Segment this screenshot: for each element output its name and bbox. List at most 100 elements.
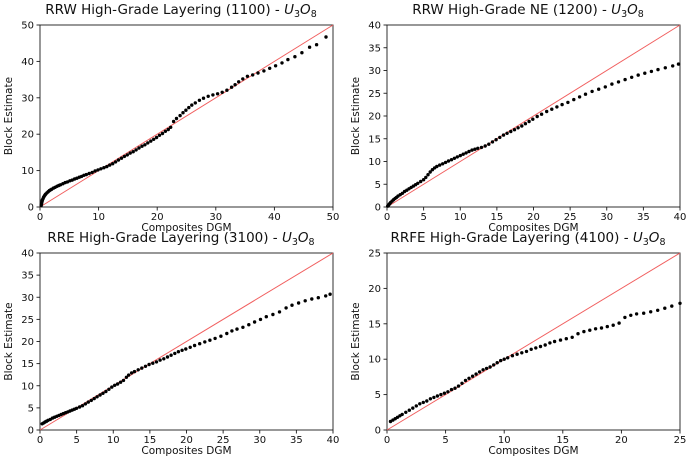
scatter-point (439, 392, 443, 397)
scatter-point (314, 43, 319, 47)
scatter-point (187, 105, 191, 110)
x-tick-label: 10 (107, 435, 120, 446)
x-tick-label: 5 (442, 435, 448, 446)
scatter-point (671, 64, 675, 68)
scatter-point (642, 311, 646, 315)
scatter-point (634, 312, 639, 316)
scatter-point (87, 171, 91, 176)
plot-title-formula-char: 3 (294, 9, 301, 20)
scatter-point (271, 312, 275, 317)
scatter-point (419, 179, 423, 184)
scatter-point (552, 339, 557, 344)
scatter-point (597, 87, 601, 91)
scatter-point (197, 98, 202, 103)
scatter-point (443, 160, 448, 165)
scatter-point (636, 73, 640, 77)
scatter-point (538, 344, 543, 349)
scatter-point (502, 357, 506, 361)
scatter-point (460, 381, 464, 385)
scatter-point (235, 327, 239, 331)
scatter-point (198, 342, 202, 346)
scatter-point (656, 308, 660, 312)
x-tick-label: 30 (600, 212, 613, 223)
scatter-point (247, 323, 251, 327)
scatter-point (273, 64, 278, 68)
plot-title-text: RRFE High-Grade Layering (4100) - (390, 230, 633, 246)
plot-title: RRW High-Grade Layering (1100) - U3O8 (26, 2, 336, 23)
scatter-point (498, 135, 502, 140)
scatter-point (649, 69, 654, 74)
plot-title-formula-char: 8 (659, 237, 666, 248)
scatter-point (193, 101, 197, 105)
scatter-point (101, 391, 105, 395)
scatter-point (435, 164, 439, 169)
plot-title-formula-char: O (300, 2, 311, 18)
scatter-points (40, 292, 332, 426)
plot-title-formula-char: 8 (637, 9, 644, 20)
scatter-point (241, 325, 245, 329)
scatter-point (146, 141, 150, 145)
scatter-point (535, 114, 539, 119)
scatter-point (523, 122, 528, 126)
scatter-point (428, 170, 432, 174)
scatter-point (424, 175, 428, 180)
scatter-point (534, 346, 538, 350)
scatter-point (442, 391, 447, 395)
plot-title-formula-char: U (611, 2, 622, 18)
y-tick-label: 10 (21, 166, 34, 177)
scatter-point (107, 387, 111, 391)
scatter-point (501, 133, 506, 137)
plot-title-formula-char: O (297, 230, 309, 246)
scatter-point (173, 351, 177, 356)
scatter-point (577, 95, 582, 99)
plot-title-formula-char: U (632, 230, 643, 246)
scatter-point (453, 386, 457, 390)
plot-title-formula-char: 3 (642, 237, 649, 248)
scatter-point (404, 410, 408, 414)
scatter-point (477, 370, 482, 374)
plot-canvas: 0 5 10 15 20 25 30 35 40 0 5 10 15 20 25 30 35 40 Composit… (3, 249, 339, 456)
x-tick-label: 25 (564, 212, 577, 223)
y-tick-label: 30 (368, 66, 381, 77)
scatter-point (416, 181, 420, 185)
scatter-point (610, 82, 614, 86)
scatter-point (656, 67, 660, 72)
scatter-point (623, 315, 627, 320)
scatter-point (215, 92, 220, 96)
scatter-point (143, 364, 148, 368)
scatter-point (132, 369, 137, 374)
plot-canvas: 0 5 10 15 20 25 30 35 40 0 5 10 15 20 25 30 35 40 Composit… (350, 21, 686, 235)
reference-line (386, 24, 681, 208)
scatter-point (92, 396, 96, 401)
y-tick-label: 50 (21, 21, 34, 32)
scatter-point (119, 156, 124, 160)
scatter-point (258, 317, 263, 322)
scatter-point (663, 66, 667, 70)
scatter-point (582, 329, 586, 334)
scatter-point (461, 152, 465, 156)
scatter-point (129, 371, 134, 375)
scatter-point (421, 178, 426, 182)
scatter-point (545, 109, 549, 114)
plot-title-formula-char: O (627, 2, 638, 18)
scatter-point (510, 354, 515, 358)
plot-title-formula-char: U (284, 2, 294, 18)
scatter-point (616, 80, 621, 84)
scatter-point (506, 356, 510, 360)
scatter-point (116, 158, 121, 162)
scatter-point (96, 168, 100, 172)
scatter-point (515, 352, 519, 356)
scatter-point (211, 93, 215, 97)
scatter-point (105, 164, 109, 169)
scatter-point (555, 105, 559, 109)
x-tick-label: 25 (674, 435, 687, 446)
scatter-point (252, 320, 257, 324)
scatter-point (286, 57, 290, 62)
plot-title-text: RRW High-Grade Layering (1100) - (45, 2, 285, 18)
x-tick-label: 50 (327, 212, 340, 223)
scatter-point (152, 137, 156, 141)
scatter-point (492, 363, 496, 367)
scatter-point (566, 100, 570, 105)
scatter-points (386, 62, 681, 208)
scatter-point (467, 149, 471, 154)
